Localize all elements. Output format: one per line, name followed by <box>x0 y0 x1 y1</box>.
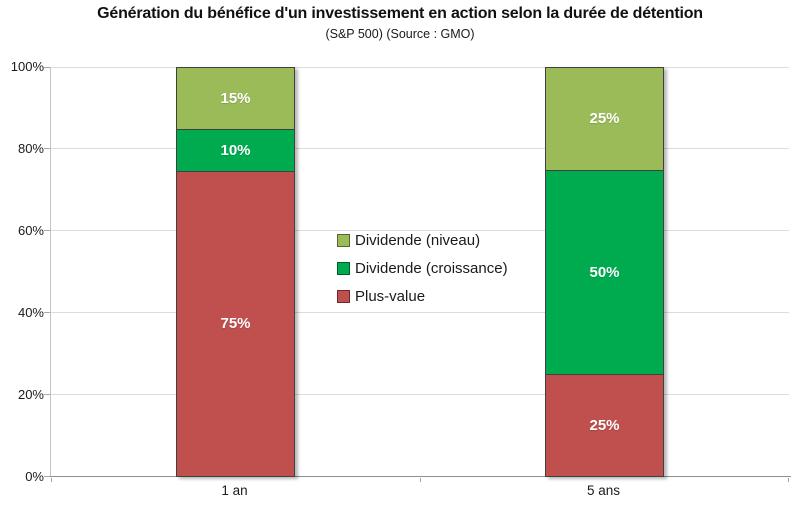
bar-value-label: 25% <box>589 110 620 128</box>
y-axis-tick <box>44 394 50 395</box>
x-axis: 1 an 5 ans <box>50 483 788 503</box>
bar-segment: 25% <box>546 68 663 170</box>
chart-title: Génération du bénéfice d'un investisseme… <box>97 5 703 22</box>
gridline <box>51 148 789 149</box>
bar-segment: 10% <box>177 128 294 171</box>
x-axis-tick <box>420 478 421 482</box>
y-axis-tick-label: 100% <box>10 59 44 74</box>
x-axis-category-label: 1 an <box>221 483 248 498</box>
y-axis-tick <box>44 312 50 313</box>
legend-swatch <box>337 234 350 247</box>
y-axis-tick-label: 60% <box>17 223 44 238</box>
y-axis-tick <box>44 67 50 68</box>
bar-1-an: 15% 10% 75% <box>176 67 295 477</box>
bar-5-ans: 25% 50% 25% <box>545 67 664 477</box>
legend-label: Plus-value <box>355 288 426 305</box>
legend-label: Dividende (croissance) <box>355 260 508 277</box>
y-axis-tick-label: 20% <box>17 387 44 402</box>
bar-segment: 75% <box>177 170 294 476</box>
x-axis-tick <box>788 478 789 482</box>
gridline <box>51 394 789 395</box>
bar-segment: 15% <box>177 68 294 129</box>
y-axis-tick-label: 40% <box>17 305 44 320</box>
y-axis-tick-label: 80% <box>17 141 44 156</box>
bar-value-label: 10% <box>220 141 251 159</box>
legend-item: Dividende (croissance) <box>337 258 508 279</box>
x-axis-category-label: 5 ans <box>586 483 621 498</box>
bar-value-label: 25% <box>589 416 620 434</box>
gridline <box>51 230 789 231</box>
y-axis-tick <box>44 230 50 231</box>
bar-value-label: 50% <box>589 263 620 281</box>
y-axis-tick <box>44 148 50 149</box>
x-axis-tick <box>51 478 52 482</box>
x-axis-line <box>44 476 791 477</box>
legend-item: Dividende (niveau) <box>337 230 508 251</box>
gridline <box>51 67 789 68</box>
legend-item: Plus-value <box>337 286 508 307</box>
bar-segment: 50% <box>546 169 663 374</box>
gridline <box>51 312 789 313</box>
legend: Dividende (niveau) Dividende (croissance)… <box>337 230 508 314</box>
bar-value-label: 75% <box>220 315 251 333</box>
y-axis: 0% 20% 40% 60% 80% 100% <box>0 59 44 484</box>
y-axis-tick-label: 0% <box>25 469 44 484</box>
legend-swatch <box>337 262 350 275</box>
bar-value-label: 15% <box>220 89 251 107</box>
y-axis-tick <box>44 476 50 477</box>
chart-subtitle: (S&P 500) (Source : GMO) <box>325 27 475 41</box>
legend-swatch <box>337 290 350 303</box>
plot-area: 15% 10% 75% 25% 50% 25% <box>44 67 791 482</box>
legend-label: Dividende (niveau) <box>355 232 481 249</box>
bar-segment: 25% <box>546 373 663 476</box>
